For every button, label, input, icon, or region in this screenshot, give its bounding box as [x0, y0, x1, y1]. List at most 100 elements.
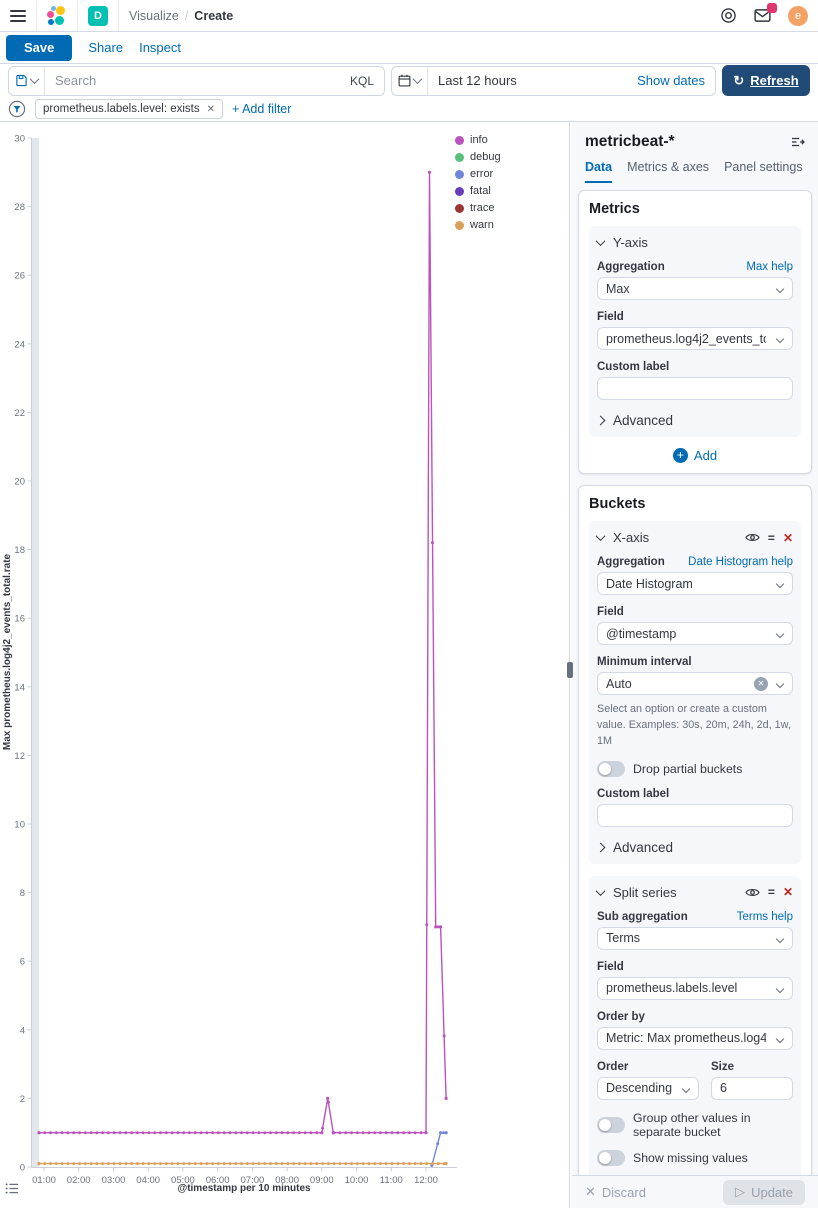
filter-pill[interactable]: prometheus.labels.level: exists ✕ — [35, 99, 223, 119]
user-avatar[interactable]: e — [788, 5, 808, 26]
svg-text:18: 18 — [14, 545, 25, 556]
y-axis-accordion: Y-axis Aggregation Max help Max — [589, 226, 801, 437]
elastic-logo-icon[interactable] — [47, 5, 67, 26]
divider — [36, 0, 37, 31]
tab-data[interactable]: Data — [585, 160, 613, 183]
legend-toggle-icon[interactable] — [5, 1182, 19, 1198]
metric-custom-label-input[interactable] — [606, 381, 784, 396]
legend-item-error[interactable]: error — [455, 168, 501, 180]
svg-text:30: 30 — [14, 134, 25, 145]
drop-partial-buckets-toggle[interactable] — [597, 760, 625, 777]
calendar-icon[interactable] — [392, 66, 428, 95]
legend-item-warn[interactable]: warn — [455, 219, 501, 231]
discard-button[interactable]: ✕ Discard — [585, 1184, 646, 1200]
aggregation-label: Aggregation — [597, 556, 665, 568]
saved-query-menu-button[interactable] — [9, 66, 45, 95]
visualize-toolbar: Save Share Inspect — [0, 32, 818, 64]
filter-remove-icon[interactable]: ✕ — [206, 103, 215, 115]
order-select[interactable]: Descending — [597, 1076, 699, 1100]
legend-item-debug[interactable]: debug — [455, 151, 501, 163]
collapse-panel-icon[interactable] — [791, 135, 805, 149]
share-button[interactable]: Share — [88, 40, 124, 55]
interval-hint-text: Select an option or create a custom valu… — [597, 703, 791, 748]
legend-label: debug — [470, 151, 501, 163]
search-input[interactable] — [45, 73, 340, 88]
filter-pill-label: prometheus.labels.level: exists — [43, 103, 200, 115]
svg-text:01:00: 01:00 — [32, 1175, 56, 1186]
svg-text:@timestamp per 10 minutes: @timestamp per 10 minutes — [177, 1183, 311, 1194]
svg-text:14: 14 — [14, 682, 25, 693]
svg-text:03:00: 03:00 — [102, 1175, 126, 1186]
chevron-down-icon — [775, 984, 785, 993]
show-missing-values-toggle[interactable] — [597, 1149, 625, 1166]
query-language-button[interactable]: KQL — [349, 73, 374, 88]
svg-text:05:00: 05:00 — [171, 1175, 195, 1186]
newsfeed-icon[interactable] — [754, 3, 777, 23]
chart-legend: info debug error fatal trace warn — [455, 134, 501, 231]
tab-panel-settings[interactable]: Panel settings — [724, 160, 803, 174]
chevron-down-icon — [775, 1034, 785, 1043]
drag-handle-icon[interactable]: = — [767, 530, 775, 545]
legend-item-trace[interactable]: trace — [455, 202, 501, 214]
svg-text:12: 12 — [14, 751, 25, 762]
breadcrumb-visualize[interactable]: Visualize — [129, 8, 179, 23]
global-header: D Visualize / Create e — [0, 0, 818, 32]
update-button[interactable]: ▷ Update — [723, 1179, 805, 1205]
chevron-down-icon — [775, 334, 785, 344]
drag-handle-icon[interactable]: = — [767, 885, 775, 900]
split-field-select[interactable]: prometheus.labels.level — [597, 976, 793, 1000]
time-range-value[interactable]: Last 12 hours — [438, 73, 517, 88]
max-help-link[interactable]: Max help — [746, 261, 793, 273]
metric-field-select[interactable]: prometheus.log4j2_events_total.rate — [597, 327, 793, 350]
svg-text:8: 8 — [20, 888, 25, 899]
legend-item-info[interactable]: info — [455, 134, 501, 146]
size-input[interactable] — [720, 1081, 784, 1096]
xaxis-custom-label-input[interactable] — [606, 808, 784, 823]
divider — [77, 0, 78, 31]
bucket-field-select[interactable]: @timestamp — [597, 622, 793, 645]
legend-item-fatal[interactable]: fatal — [455, 185, 501, 197]
filter-options-icon[interactable] — [8, 100, 26, 118]
order-by-select[interactable]: Metric: Max prometheus.log4j2_events_t — [597, 1026, 793, 1050]
refresh-button[interactable]: ↻ Refresh — [722, 65, 810, 96]
terms-help-link[interactable]: Terms help — [736, 910, 793, 923]
notification-badge — [767, 3, 777, 13]
chevron-down-icon — [775, 579, 785, 589]
clear-selection-icon[interactable]: ✕ — [754, 677, 768, 691]
aggregation-select[interactable]: Max — [597, 277, 793, 300]
buckets-heading: Buckets — [589, 496, 646, 512]
metrics-advanced-toggle[interactable]: Advanced — [595, 413, 793, 428]
tab-metrics-axes[interactable]: Metrics & axes — [627, 160, 710, 174]
minimum-interval-combobox[interactable]: Auto ✕ — [597, 672, 793, 695]
plus-icon: + — [672, 448, 688, 463]
resize-handle[interactable] — [567, 662, 573, 678]
remove-bucket-icon[interactable]: ✕ — [782, 530, 793, 545]
remove-bucket-icon[interactable]: ✕ — [782, 885, 793, 900]
space-avatar[interactable]: D — [88, 5, 108, 26]
panel-scroll-area: Metrics Y-axis Aggregation Max help — [572, 183, 818, 1175]
svg-text:2: 2 — [20, 1094, 25, 1105]
eye-icon[interactable] — [745, 887, 760, 898]
menu-icon[interactable] — [10, 9, 26, 22]
inspect-button[interactable]: Inspect — [139, 40, 181, 55]
show-dates-button[interactable]: Show dates — [637, 73, 705, 88]
add-metric-button[interactable]: + Add — [589, 448, 801, 463]
svg-text:04:00: 04:00 — [136, 1175, 160, 1186]
help-icon[interactable] — [720, 7, 737, 24]
y-axis-accordion-toggle[interactable]: Y-axis — [595, 235, 793, 250]
buckets-card: Buckets X-axis = ✕ — [578, 485, 812, 1175]
xaxis-advanced-toggle[interactable]: Advanced — [595, 840, 793, 855]
eye-icon[interactable] — [745, 532, 760, 543]
split-series-accordion-toggle[interactable]: Split series = ✕ — [595, 885, 793, 900]
save-button[interactable]: Save — [6, 34, 73, 61]
legend-swatch — [455, 220, 464, 230]
x-axis-accordion-toggle[interactable]: X-axis = ✕ — [595, 530, 793, 545]
sub-aggregation-select[interactable]: Terms — [597, 926, 793, 950]
chevron-down-icon — [681, 1084, 691, 1093]
add-filter-button[interactable]: + Add filter — [232, 102, 292, 116]
group-other-values-toggle[interactable] — [597, 1116, 625, 1133]
date-histogram-help-link[interactable]: Date Histogram help — [688, 556, 793, 568]
chevron-right-icon — [595, 415, 606, 426]
bucket-aggregation-select[interactable]: Date Histogram — [597, 572, 793, 595]
